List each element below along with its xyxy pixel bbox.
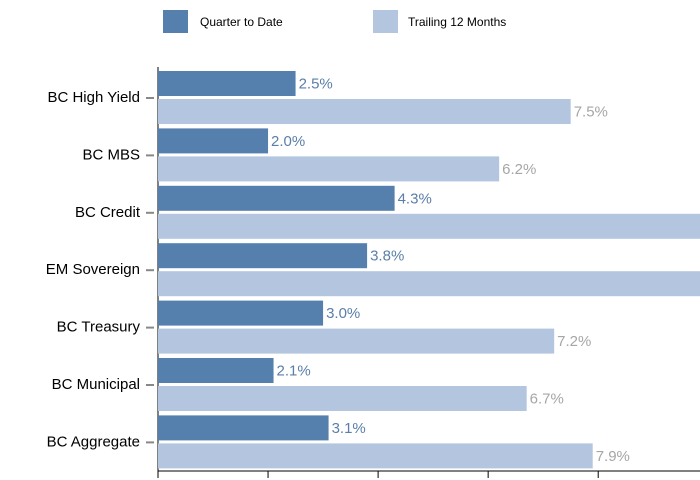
value-label: 2.1% xyxy=(277,362,311,379)
y-tick-label: BC High Yield xyxy=(47,89,140,106)
bar xyxy=(158,415,329,441)
legend-label: Trailing 12 Months xyxy=(408,15,506,29)
value-label: 7.5% xyxy=(574,103,608,120)
bar xyxy=(158,185,395,211)
value-label: 3.8% xyxy=(370,248,404,265)
value-label: 2.0% xyxy=(271,133,305,150)
bar xyxy=(158,300,324,326)
bar xyxy=(158,156,500,182)
bar xyxy=(158,358,274,383)
bar xyxy=(158,271,700,297)
bar xyxy=(158,243,368,269)
value-label: 6.7% xyxy=(530,390,564,407)
legend-label: Quarter to Date xyxy=(200,15,283,29)
y-tick-label: BC MBS xyxy=(82,146,140,163)
bar xyxy=(158,71,296,96)
y-tick-label: BC Treasury xyxy=(57,319,141,336)
y-tick-label: BC Aggregate xyxy=(47,433,140,450)
bar xyxy=(158,213,700,239)
y-tick-label: BC Municipal xyxy=(52,376,140,393)
value-label: 4.3% xyxy=(398,190,432,207)
legend-swatch xyxy=(163,10,188,33)
value-label: 7.2% xyxy=(557,333,591,350)
value-label: 3.1% xyxy=(332,420,366,437)
value-label: 2.5% xyxy=(299,75,333,92)
value-label: 3.0% xyxy=(326,305,360,322)
y-tick-label: EM Sovereign xyxy=(46,261,140,278)
legend-swatch xyxy=(373,10,398,33)
bar xyxy=(158,99,571,124)
bar xyxy=(158,443,593,469)
value-label: 6.2% xyxy=(502,161,536,178)
bar xyxy=(158,328,555,354)
bar xyxy=(158,386,527,411)
value-label: 7.9% xyxy=(596,448,630,465)
bar xyxy=(158,128,269,154)
y-tick-label: BC Credit xyxy=(75,204,141,221)
